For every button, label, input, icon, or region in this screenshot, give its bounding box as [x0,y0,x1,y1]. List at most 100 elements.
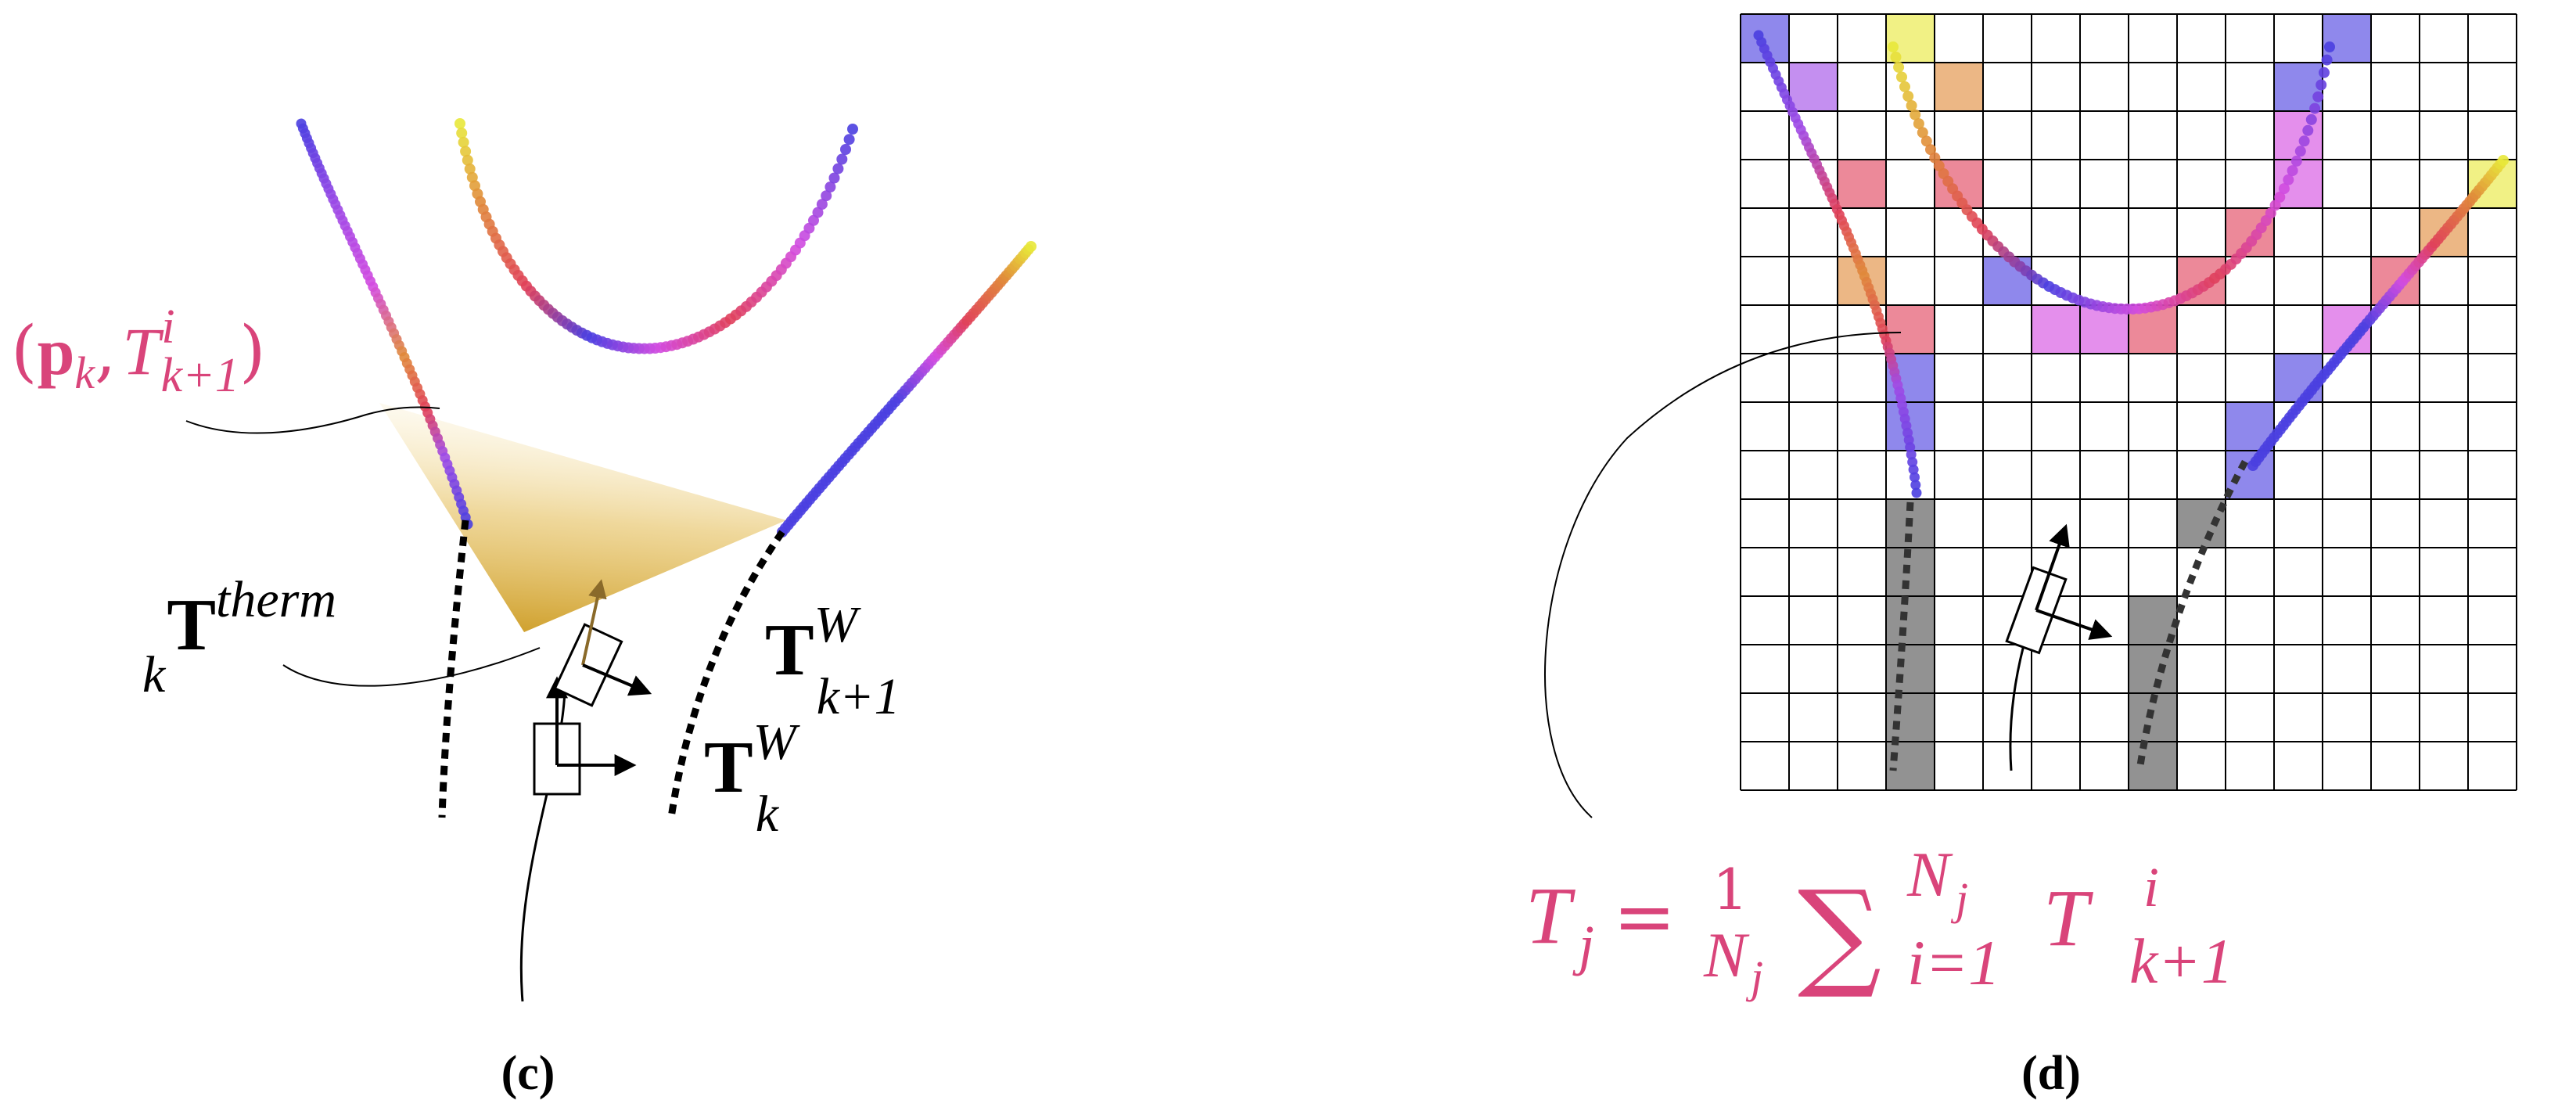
trail-point-middle [836,153,848,165]
svg-text:=: = [1613,873,1676,961]
thermal-point-trails [296,118,1037,537]
trail-point-middle [466,171,478,183]
grid-cell-orange [1935,63,1983,111]
grid-cell-magenta [2032,305,2080,354]
grid-trail-point-middle [1913,118,1924,130]
thermal-camera-arrow [581,579,607,666]
panel-c: (pk,Ti k+1) Ttherm k TW k+1 TW k (c) [11,118,1037,1100]
grid-trail-point-middle [1917,127,1928,138]
grid-vehicle-forward-arrow [2035,523,2070,611]
trail-point-middle [843,134,855,146]
grid-trail-point-middle [1920,135,1932,147]
svg-text:T: T [2043,873,2093,963]
grid-trail-point-middle [1888,41,1899,52]
trail-point-middle [840,144,851,155]
grid-trail-point-middle [1899,81,1910,92]
grid-colored-cells [1741,14,2517,790]
grid-cell-blue [2323,14,2371,63]
vehicle-k1-lateral-arrow [582,663,652,696]
grid-cell-gray [1886,596,1935,645]
trail-point-middle [460,146,472,157]
grid-cell-gray [1886,645,1935,693]
grid-cell-purple [1789,63,1838,111]
svg-text:∑: ∑ [1798,866,1881,1002]
svg-text:j: j [1572,914,1594,976]
svg-text:i=1: i=1 [1907,927,2000,998]
trail-point-middle [828,172,840,184]
grid-trail-point-middle [1893,61,1905,73]
grid-trail-point-middle [1910,109,1921,120]
grid-trail-point-middle [2290,155,2302,167]
trail-point-middle [462,154,473,166]
trail-point-middle [454,118,465,129]
grid-trail-point-middle [2319,67,2330,78]
grid-vehicle-lateral-arrow [2035,609,2113,640]
trail-point-middle [812,207,824,218]
grid-trail-point-middle [2274,192,2286,203]
svg-text:j: j [1745,951,1763,1002]
grid-trail-point-middle [2302,124,2314,136]
grid-point-trails [1753,30,2509,498]
grid-trail-point-middle [2312,91,2324,102]
panel-d: T j = 1 N j ∑ N j i=1 T i k+1 (d) [1525,13,2517,1100]
trail-point-middle [825,182,836,192]
point-temperature-label: (pk,Ti k+1) [11,300,266,402]
grid-trail-point-middle [2283,174,2294,185]
panel-d-caption: (d) [2021,1047,2081,1100]
grid-cell-gray [2129,742,2177,790]
grid-trail-point-left [1910,472,1920,483]
grid-trail-point-left [1906,449,1917,460]
trail-point-middle [847,124,858,135]
grid-trail-point-middle [1906,100,1917,111]
grid-trail-point-middle [1896,71,1907,83]
grid-trail-point-middle [2287,165,2298,177]
trail-point-middle [456,128,468,139]
svg-text:N: N [1906,839,1953,910]
world-pose-k-label: TW k [704,714,800,843]
grid-trail-point-right [2498,155,2509,166]
svg-text:k+1: k+1 [2129,926,2233,997]
svg-text:N: N [1703,919,1750,990]
world-pose-k1-label: TW k+1 [765,596,900,725]
therm-label-leader [282,647,541,687]
trail-point-middle [464,163,476,174]
svg-text:j: j [1950,873,1968,924]
trail-point-middle [816,199,828,210]
grid-trail-point-left [1907,457,1918,468]
thermal-field-of-view [379,403,786,632]
grid-trail-point-middle [2309,102,2321,114]
road-boundary-right [667,530,785,818]
grid-trail-point-left [1910,480,1921,491]
road-boundary-left [438,519,469,818]
grid-trail-point-left [1908,464,1919,475]
grid-trail-point-middle [2305,113,2317,125]
grid-lines [1740,13,2517,791]
svg-text:T: T [1525,871,1575,961]
grid-trail-point-middle [1902,91,1914,102]
grid-trail-point-middle [1925,144,1936,156]
trail-point-middle [832,163,844,174]
grid-trail-point-middle [2269,200,2281,211]
point-label-leader [185,406,440,434]
grid-trail-point-middle [2324,41,2335,52]
grid-trail-point-middle [2321,54,2333,66]
vehicle-trajectory [519,688,566,1002]
grid-cell-red [1886,305,1935,354]
trail-point-middle [821,190,832,202]
grid-trail-point-left [1911,487,1922,498]
grid-cell-red [1838,160,1886,208]
svg-text:i: i [2143,856,2159,918]
cell-average-formula: T j = 1 N j ∑ N j i=1 T i k+1 [1525,839,2233,1002]
grid-trail-point-middle [2316,79,2327,91]
svg-text:1: 1 [1712,857,1748,922]
thermal-pose-label: Ttherm k [142,571,336,703]
trail-point-right [1026,241,1037,252]
grid-trail-point-middle [1890,52,1902,63]
grid-trail-point-middle [2298,135,2310,147]
trail-point-middle [458,136,469,148]
grid-cell-gray [1886,693,1935,742]
grid-road-boundary-right [2136,459,2248,771]
grid-road-boundary-left [1889,501,1914,771]
grid-trail-point-middle [2278,183,2290,195]
